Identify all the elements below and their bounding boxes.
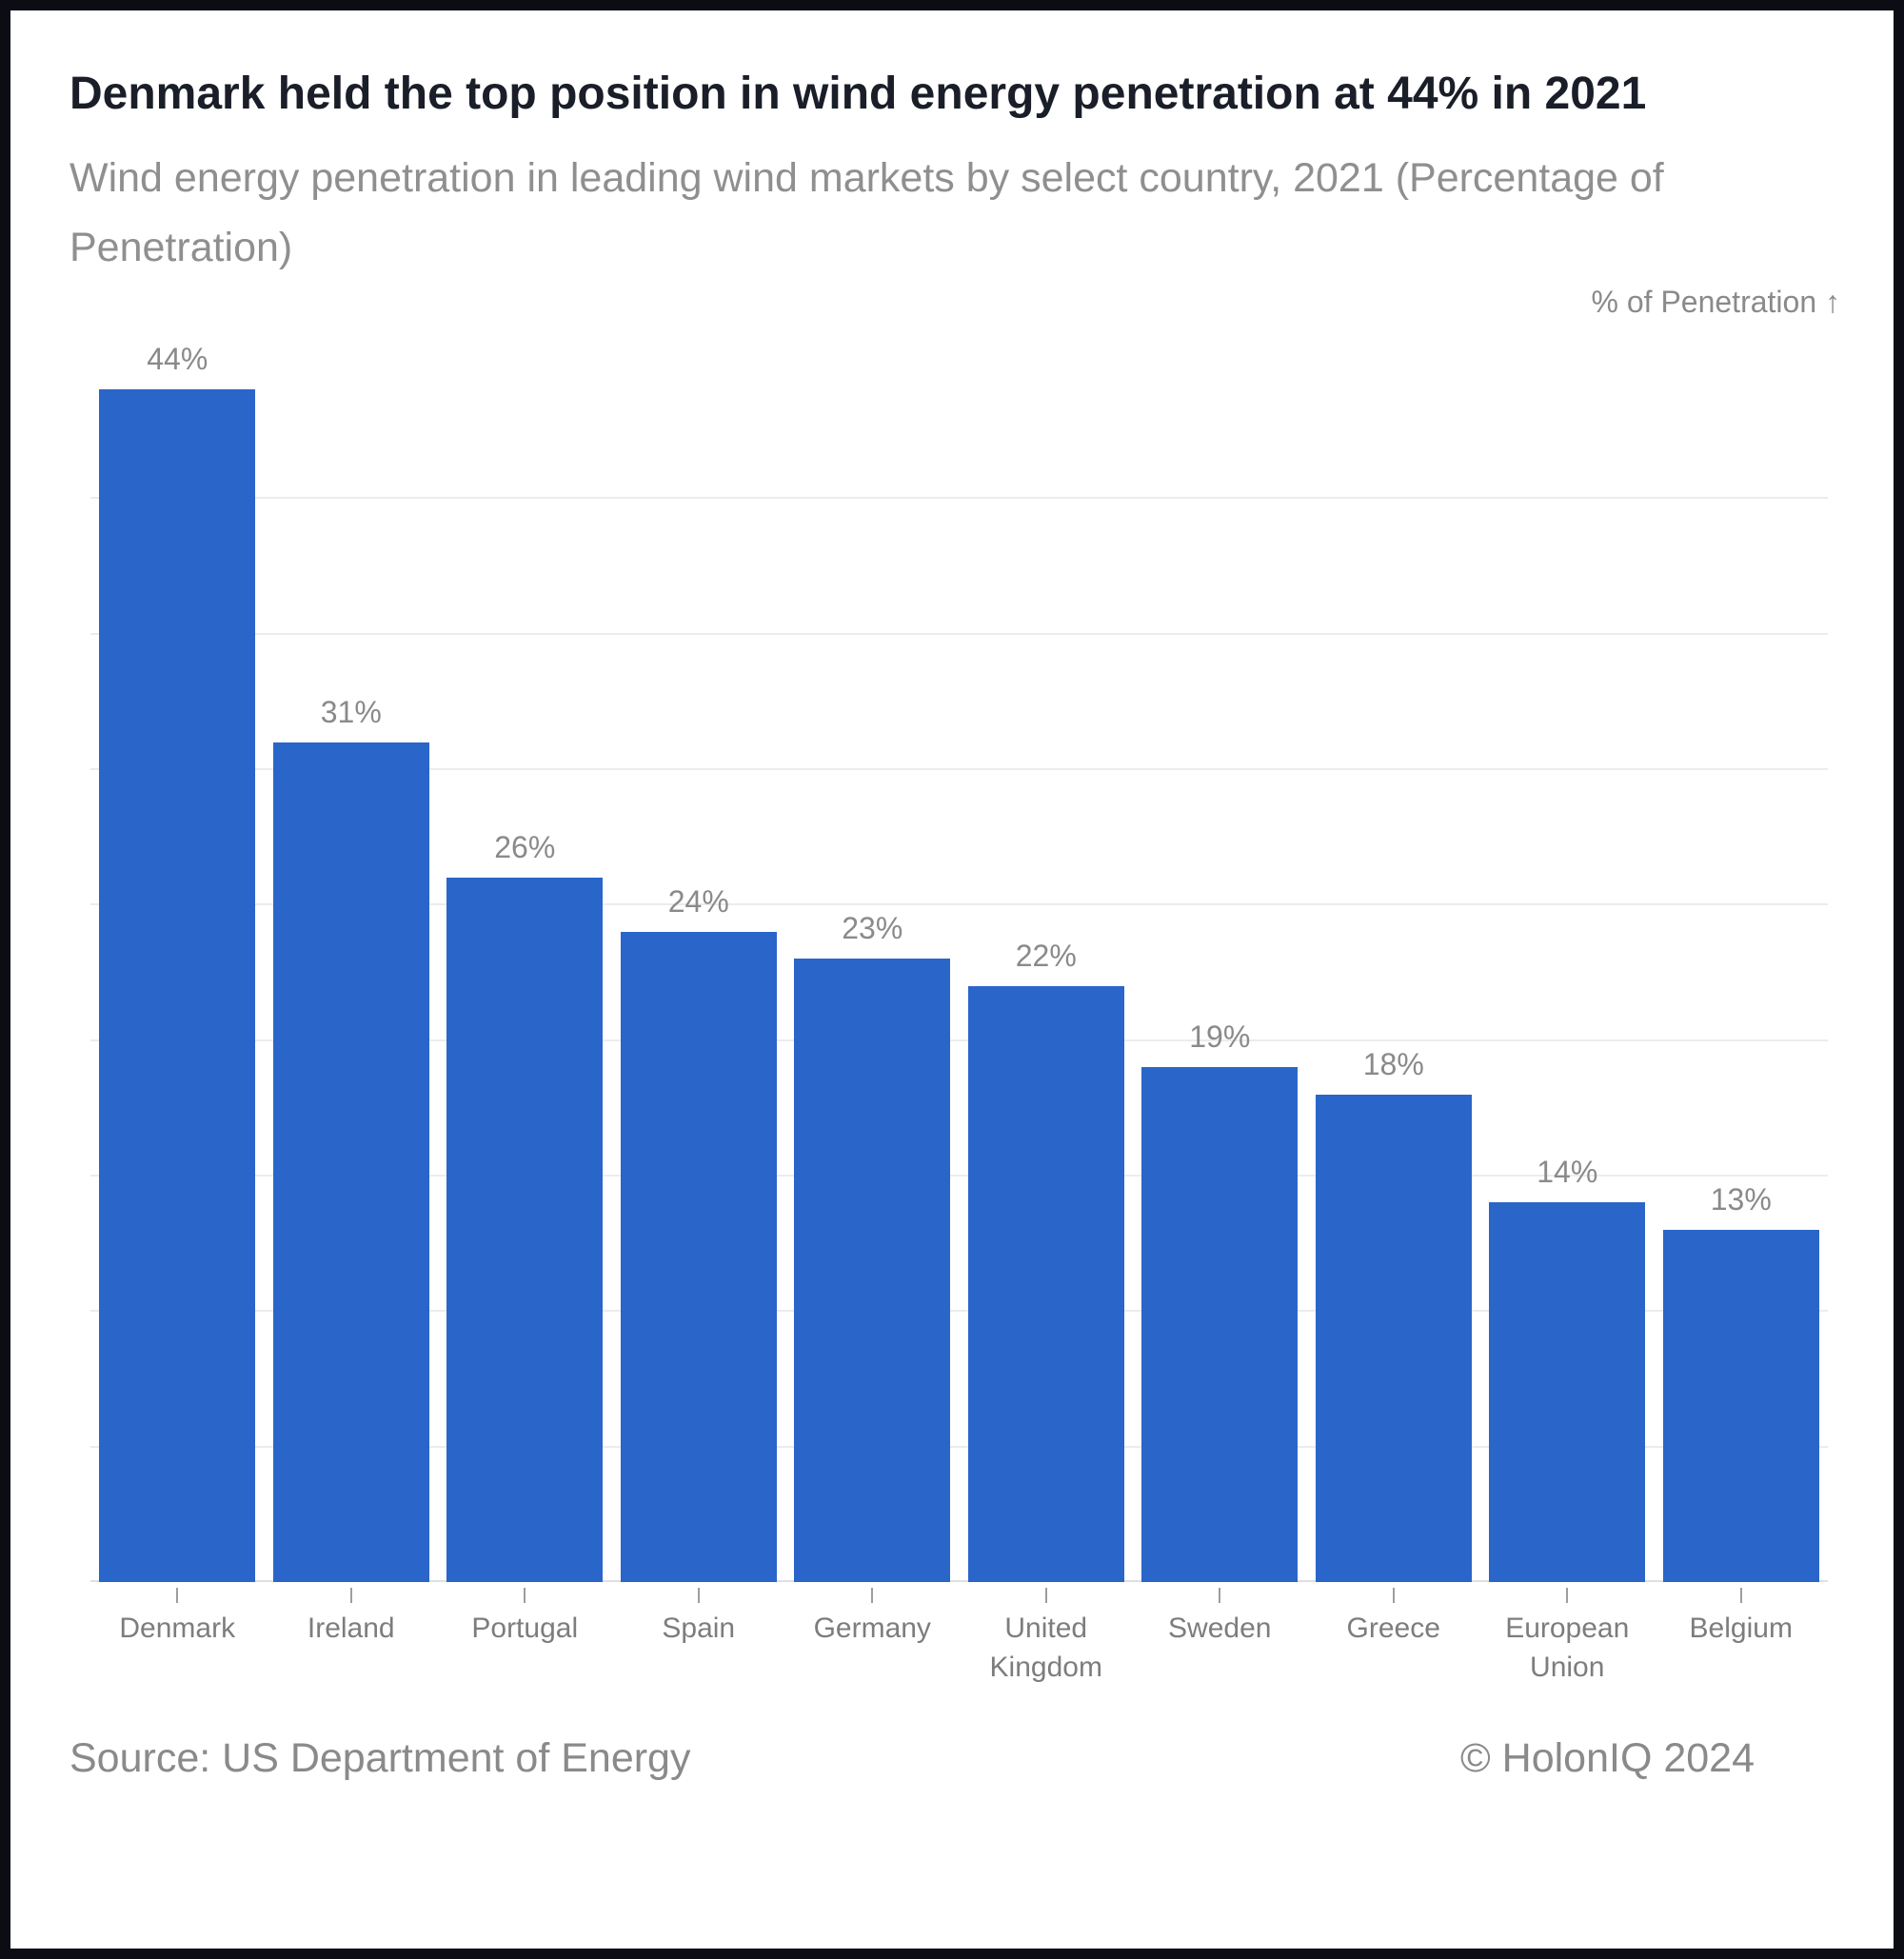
gridline-25	[90, 903, 1828, 906]
bar-united-kingdom	[967, 985, 1124, 1582]
bar-value-label: 18%	[1362, 1046, 1424, 1081]
bar-value-label: 31%	[320, 694, 382, 729]
gridline-10	[90, 1310, 1828, 1313]
gridline-30	[90, 768, 1828, 770]
bar-belgium	[1662, 1229, 1819, 1582]
x-axis-tick	[1044, 1588, 1047, 1603]
x-axis-tick	[1739, 1588, 1742, 1603]
bar-greece	[1315, 1094, 1472, 1582]
bar-european-union	[1489, 1202, 1646, 1582]
x-axis-tick	[1392, 1588, 1395, 1603]
x-axis: Denmark Ireland Portugal Spain Germany United…	[90, 1582, 1828, 1715]
bar-value-label: 13%	[1710, 1181, 1772, 1217]
x-axis-tick	[176, 1588, 179, 1603]
x-axis-tick	[697, 1588, 700, 1603]
bar-value-label: 44%	[147, 342, 208, 377]
bar-value-label: 22%	[1015, 938, 1077, 973]
x-axis-label-sweden: Sweden	[1168, 1613, 1272, 1644]
x-axis-tick	[349, 1588, 352, 1603]
x-axis-label-belgium: Belgium	[1689, 1613, 1793, 1644]
bar-germany	[794, 959, 951, 1582]
x-axis-tick	[871, 1588, 874, 1603]
bar-portugal	[446, 877, 604, 1582]
chart-title: Denmark held the top position in wind en…	[69, 69, 1647, 119]
chart-subtitle: Wind energy penetration in leading wind …	[69, 155, 1664, 270]
source-note: Source: US Department of Energy	[69, 1735, 691, 1781]
bar-denmark	[99, 389, 256, 1582]
x-axis-label-spain: Spain	[662, 1613, 736, 1644]
bar-sweden	[1141, 1067, 1299, 1582]
gridline-5	[90, 1445, 1828, 1448]
gridline-40	[90, 497, 1828, 500]
gridline-35	[90, 632, 1828, 635]
bar-value-label: 19%	[1189, 1019, 1251, 1055]
x-axis-tick	[1566, 1588, 1569, 1603]
bar-value-label: 26%	[494, 829, 556, 864]
x-axis-label-portugal: Portugal	[471, 1613, 579, 1644]
x-axis-tick	[1219, 1588, 1221, 1603]
x-axis-label-denmark: Denmark	[119, 1613, 236, 1644]
x-axis-label-united-kingdom: United Kingdom	[989, 1613, 1102, 1683]
gridline-15	[90, 1175, 1828, 1177]
plot-area: 44% 31% 26% 24% 23% 22% 19% 18% 14% 13%	[90, 342, 1828, 1582]
gridline-20	[90, 1039, 1828, 1041]
y-axis-label: % of Penetration ↑	[1591, 285, 1840, 319]
bar-spain	[620, 931, 777, 1582]
bar-value-label: 23%	[842, 911, 903, 946]
x-axis-label-greece: Greece	[1346, 1613, 1440, 1644]
x-axis-label-ireland: Ireland	[307, 1613, 395, 1644]
x-axis-line	[90, 1580, 1828, 1582]
x-axis-label-germany: Germany	[813, 1613, 931, 1644]
copyright: © HolonIQ 2024	[1460, 1735, 1755, 1781]
bar-ireland	[272, 742, 429, 1582]
x-axis-tick	[524, 1588, 526, 1603]
bar-value-label: 14%	[1537, 1155, 1598, 1190]
bar-value-label: 24%	[667, 883, 729, 919]
x-axis-label-european-union: European Union	[1505, 1613, 1630, 1683]
